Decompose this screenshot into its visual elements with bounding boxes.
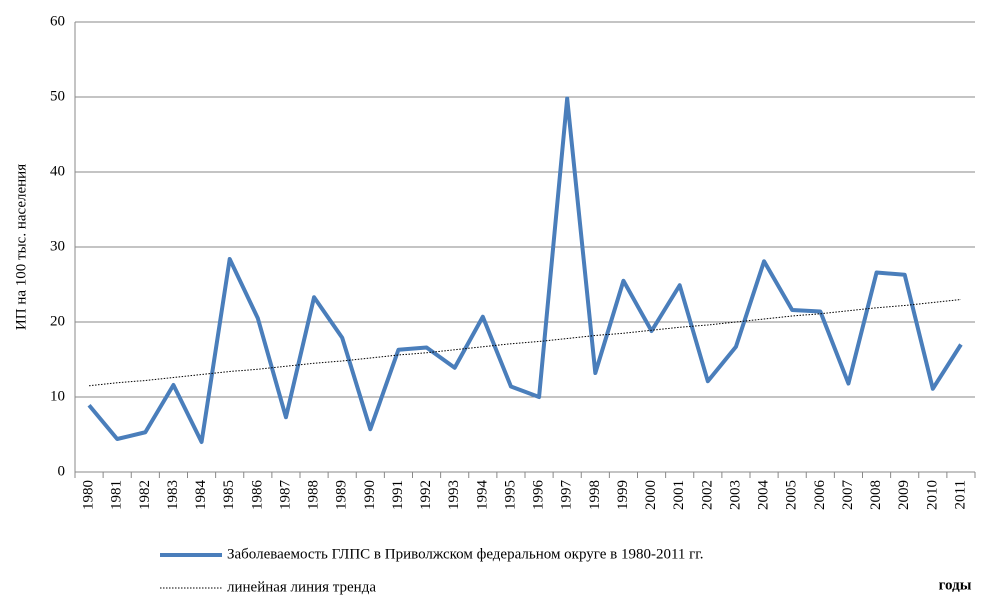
x-axis-label: годы — [939, 577, 972, 593]
y-tick-label: 50 — [50, 88, 65, 104]
x-tick-label: 1989 — [334, 480, 350, 510]
y-tick-label: 10 — [50, 388, 65, 404]
x-tick-label: 1999 — [615, 480, 631, 510]
y-tick-label: 40 — [50, 163, 65, 179]
x-tick-label: 1992 — [418, 480, 434, 510]
x-tick-label: 1987 — [277, 480, 293, 511]
x-tick-label: 1995 — [502, 480, 518, 510]
x-tick-label: 2009 — [896, 480, 912, 510]
x-tick-label: 1996 — [531, 480, 547, 511]
x-tick-label: 2002 — [699, 480, 715, 510]
x-tick-label: 2001 — [671, 480, 687, 510]
x-tick-label: 1986 — [249, 480, 265, 511]
x-tick-label: 2006 — [812, 480, 828, 511]
y-tick-label: 0 — [58, 463, 66, 479]
data-line — [87, 96, 963, 444]
y-tick-label: 30 — [50, 238, 65, 254]
x-tick-label: 1997 — [559, 480, 575, 511]
x-tick-label: 2007 — [840, 480, 856, 511]
y-tick-label: 60 — [50, 13, 65, 29]
x-tick-label: 1980 — [81, 480, 97, 510]
x-tick-label: 2003 — [727, 480, 743, 510]
legend-label: линейная линия тренда — [227, 579, 376, 595]
x-tick-label: 1993 — [446, 480, 462, 510]
x-tick-label: 1994 — [474, 480, 490, 511]
trend-line — [89, 299, 961, 387]
x-tick-label: 2004 — [756, 480, 772, 511]
x-tick-label: 1988 — [306, 480, 322, 510]
x-tick-label: 2005 — [784, 480, 800, 510]
y-axis-label: ИП на 100 тыс. населения — [13, 164, 29, 330]
x-tick-label: 2000 — [643, 480, 659, 510]
x-tick-label: 1998 — [587, 480, 603, 510]
x-tick-label: 1985 — [221, 480, 237, 510]
x-tick-label: 1984 — [193, 480, 209, 511]
x-tick-label: 1990 — [362, 480, 378, 510]
legend-label: Заболеваемость ГЛПС в Приволжском федера… — [227, 546, 704, 562]
x-tick-label: 2010 — [924, 480, 940, 510]
x-tick-label: 1981 — [109, 480, 125, 510]
x-tick-label: 1983 — [165, 480, 181, 510]
x-tick-label: 1982 — [137, 480, 153, 510]
x-tick-label: 2011 — [952, 480, 968, 509]
x-tick-label: 1991 — [390, 480, 406, 510]
x-tick-label: 2008 — [868, 480, 884, 510]
y-tick-label: 20 — [50, 313, 65, 329]
